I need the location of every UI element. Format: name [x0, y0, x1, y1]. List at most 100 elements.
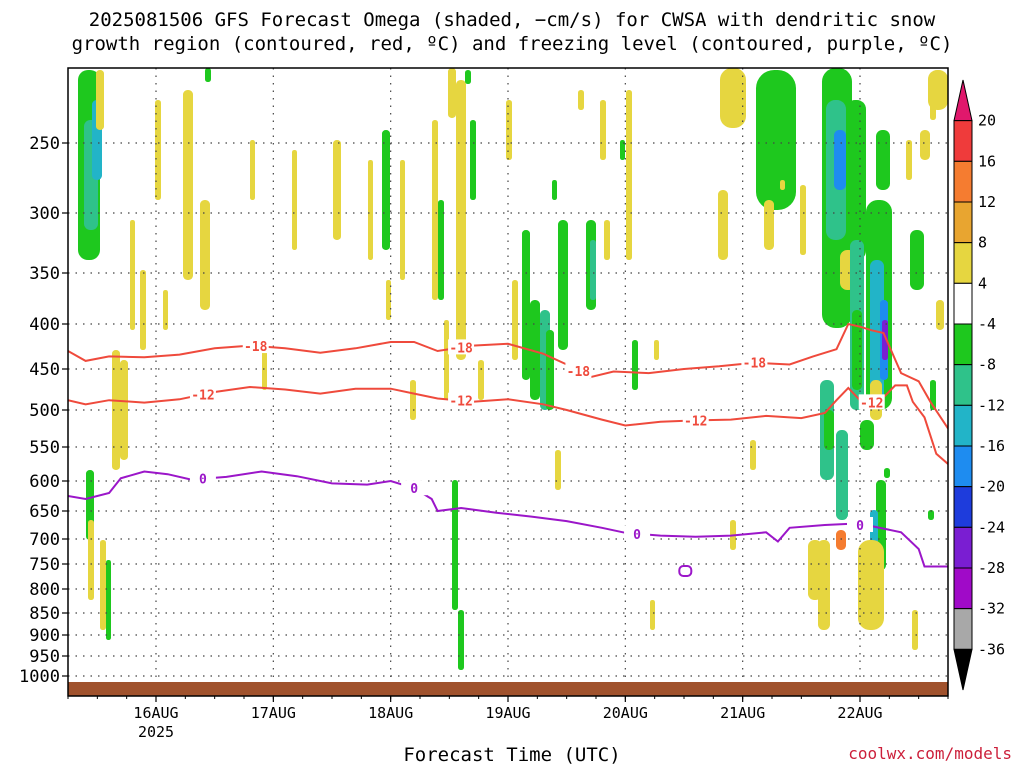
x-tick-label: 18AUG [368, 704, 413, 722]
contour-label: -12 [449, 395, 472, 410]
y-tick-label: 800 [29, 580, 60, 600]
x-tick-label: 16AUG [133, 704, 178, 722]
omega-patch [750, 440, 756, 470]
contour-label: -12 [684, 414, 707, 429]
colorbar-segment [953, 160, 973, 203]
omega-patch [720, 68, 746, 128]
omega-patch [590, 240, 596, 300]
omega-patch [912, 610, 918, 650]
credit-link[interactable]: coolwx.com/models [848, 744, 1012, 763]
omega-patch [846, 100, 866, 260]
omega-patch [604, 220, 610, 260]
omega-patch [120, 360, 128, 460]
omega-patch [140, 270, 146, 350]
colorbar-label: -28 [978, 559, 1005, 577]
title-line-2: growth region (contoured, red, ºC) and f… [71, 33, 953, 55]
contour-label: -18 [449, 341, 473, 356]
omega-patch [910, 230, 924, 290]
colorbar: 20 16 12 8 4 -4 -8 -12 -16 -20 -24 -28 -32 -36 [953, 79, 1005, 691]
contour-label-bg [858, 394, 885, 410]
contour-label: -18 [567, 365, 591, 380]
omega-patch [836, 530, 846, 550]
omega-patch [876, 130, 890, 190]
omega-patch [632, 340, 638, 390]
y-axis: 2503003504004505005506006507007508008509… [19, 134, 68, 687]
omega-patch [936, 300, 944, 330]
omega-patch [444, 320, 449, 400]
contour-line [68, 470, 948, 568]
colorbar-segment [953, 120, 973, 162]
y-tick-label: 250 [29, 134, 60, 154]
colorbar-label: 12 [978, 193, 996, 211]
omega-patch [130, 220, 135, 330]
colorbar-label: -36 [978, 640, 1005, 658]
contour-label-bg [847, 517, 873, 532]
omega-patch [920, 130, 930, 160]
omega-patch [410, 380, 416, 420]
x-tick-label: 21AUG [720, 704, 765, 722]
contour-label-bg [189, 470, 216, 486]
y-tick-label: 350 [29, 264, 60, 284]
contour-label: 0 [856, 519, 864, 534]
omega-patch [882, 320, 888, 360]
omega-patch [836, 430, 848, 520]
omega-patch [756, 70, 796, 210]
y-tick-label: 700 [29, 530, 60, 550]
omega-patch [852, 310, 862, 390]
colorbar-label: -4 [978, 315, 996, 333]
contour-lines: -18 -18 -18 -18 -12 -12 -12 -12 0 0 0 0 [68, 322, 948, 577]
omega-patch [718, 190, 728, 260]
omega-patch [650, 600, 655, 630]
omega-patch [818, 540, 830, 630]
omega-patch [106, 560, 111, 640]
omega-patch [858, 540, 884, 630]
colorbar-label: -12 [978, 396, 1005, 414]
omega-patch [368, 160, 373, 260]
omega-patch [555, 450, 561, 490]
colorbar-segment [953, 404, 973, 447]
omega-patch [884, 468, 890, 478]
y-tick-label: 450 [29, 360, 60, 380]
contour-label: 0 [199, 473, 207, 488]
y-tick-label: 400 [29, 315, 60, 335]
omega-patch [88, 520, 94, 600]
omega-patch [100, 540, 106, 630]
omega-patch [546, 330, 554, 410]
omega-patch [438, 200, 444, 300]
colorbar-label: 8 [978, 234, 987, 252]
contour-label: -12 [860, 396, 883, 411]
colorbar-label: -24 [978, 518, 1005, 536]
omega-patch [163, 290, 168, 330]
colorbar-label: -20 [978, 478, 1005, 496]
x-tick-label: 17AUG [251, 704, 296, 722]
title-line-1: 2025081506 GFS Forecast Omega (shaded, −… [88, 9, 936, 31]
omega-patch [386, 280, 391, 320]
y-tick-label: 650 [29, 502, 60, 522]
omega-patch [250, 140, 255, 200]
contour-label-bg [741, 354, 768, 370]
omega-patch [824, 410, 834, 450]
omega-patch [654, 340, 659, 360]
omega-patch [458, 610, 464, 670]
omega-patch [200, 200, 210, 310]
omega-patch [626, 90, 632, 260]
colorbar-label: -16 [978, 437, 1005, 455]
contour-label-bg [242, 338, 269, 354]
omega-patch [800, 185, 806, 255]
contour-label: -18 [244, 340, 268, 355]
omega-patch [205, 68, 211, 82]
omega-patch [512, 280, 518, 360]
x-tick-label: 19AUG [485, 704, 530, 722]
colorbar-segment [953, 323, 973, 366]
y-tick-label: 1000 [19, 667, 60, 687]
omega-patch [906, 140, 912, 180]
omega-patch [155, 100, 161, 200]
omega-patch [764, 200, 774, 250]
omega-patch [333, 140, 341, 240]
x-year-label: 2025 [138, 723, 174, 741]
colorbar-segment [953, 567, 973, 610]
contour-label-bg [401, 480, 428, 496]
omega-patch [400, 160, 405, 280]
omega-patch [465, 70, 471, 84]
